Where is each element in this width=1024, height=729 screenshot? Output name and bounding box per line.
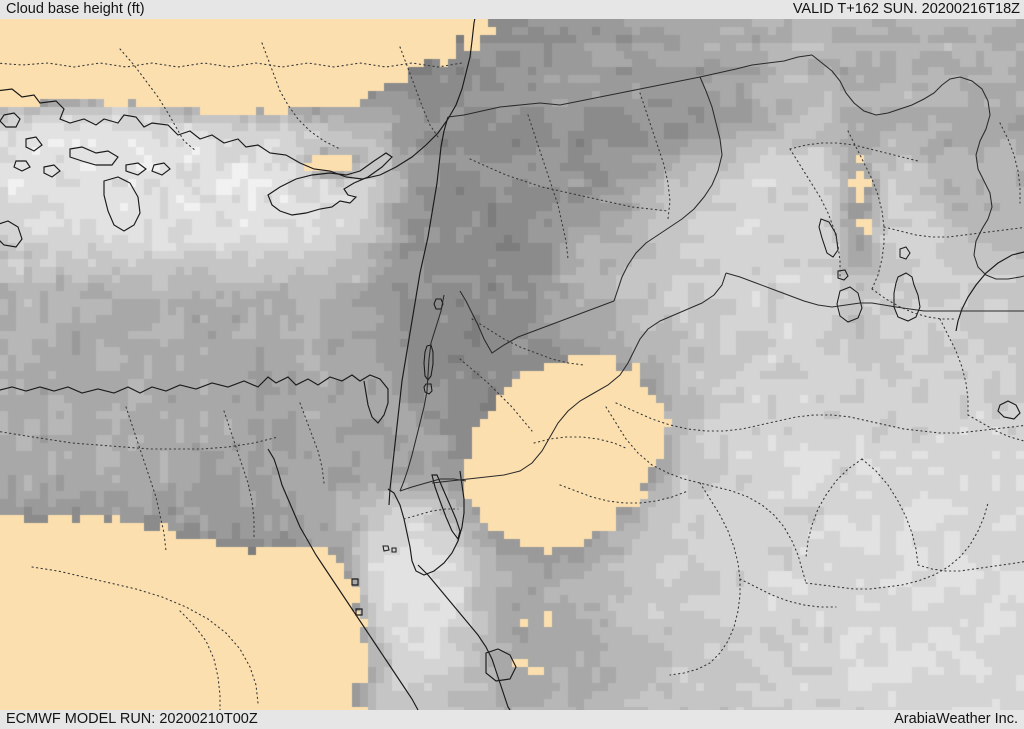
map-canvas-container[interactable] (0, 19, 1024, 710)
saudi-admin-e (739, 578, 837, 608)
syria-admin-a (469, 158, 669, 212)
nile-admin-b (179, 610, 221, 710)
cyprus-island (267, 152, 393, 216)
gulf-of-suez-west-shore (267, 448, 419, 710)
dead-sea-shape (423, 344, 434, 381)
dead-sea-south-basin (423, 383, 433, 395)
coastlines-group (0, 19, 1024, 710)
sinai-admin-a (403, 508, 459, 520)
gulf-admin-c (805, 458, 863, 558)
aegean-island-g (151, 162, 171, 176)
egypt-admin-b (125, 406, 167, 552)
iraq-admin-b (847, 130, 885, 290)
header-bar: Cloud base height (ft) VALID T+162 SUN. … (0, 0, 1024, 19)
admin-borders-group (0, 42, 1024, 710)
bitter-lakes-shape (382, 545, 390, 552)
red-sea-east-shore (417, 564, 511, 710)
red-sea-island-b (355, 608, 363, 616)
anatolia-admin-c (261, 42, 341, 150)
syria-jordan-border (459, 290, 615, 354)
anatolia-admin-d (399, 46, 439, 138)
lake-razzaza-shape (836, 286, 863, 323)
qatar-peninsula-shape (893, 272, 921, 322)
cloud-base-raster-layer (0, 19, 1024, 710)
zagros-admin-a (999, 122, 1021, 204)
lake-tharthar-shape (818, 218, 839, 258)
valid-time-label: VALID T+162 SUN. 20200216T18Z (792, 1, 1020, 17)
iraq-admin-c (883, 226, 1024, 238)
gulf-admin-a (939, 318, 969, 416)
persian-gulf-west-shore (955, 251, 1024, 332)
gulf-admin-b (861, 458, 919, 566)
israel-jordan-border (399, 294, 445, 492)
gulf-admin-d (917, 561, 1024, 572)
model-run-label: ECMWF MODEL RUN: 20200210T00Z (6, 711, 258, 727)
turkey-syria-border (447, 54, 813, 118)
aegean-island-a (0, 112, 21, 128)
saudi-admin-a (615, 402, 1024, 434)
aegean-island-e (43, 164, 61, 178)
credit-label: ArabiaWeather Inc. (894, 711, 1018, 727)
sinai-peninsula-outline (387, 470, 465, 576)
saudi-admin-c (669, 482, 741, 676)
egypt-admin-a (0, 431, 279, 450)
water-bodies-group (382, 218, 863, 553)
saudi-admin-d (805, 502, 989, 590)
farasan-island-group (485, 648, 517, 682)
jordan-admin-a (471, 318, 585, 366)
egypt-admin-c (223, 410, 255, 538)
anatolia-admin-b (119, 48, 197, 152)
aegean-island-b (25, 136, 43, 152)
iraq-admin-a (789, 148, 841, 278)
iraq-admin-d (871, 288, 957, 320)
jordan-saudi-border (431, 272, 727, 484)
aegean-island-f (125, 162, 147, 176)
aegean-island-d (13, 160, 31, 172)
egypt-admin-d (299, 402, 325, 484)
country-borders-group (399, 54, 1024, 492)
jordan-admin-b (459, 358, 533, 432)
syria-admin-c (639, 92, 671, 220)
saudi-admin-f (559, 484, 689, 504)
levant-coastline (388, 116, 449, 506)
aegean-island-c (69, 146, 119, 166)
red-sea-island-a (351, 578, 359, 586)
crete-east-tip (0, 220, 23, 248)
saudi-admin-b (605, 406, 807, 584)
bahrain-island-shape (899, 246, 911, 260)
nile-admin-a (31, 566, 259, 704)
anatolia-admin-a (0, 62, 463, 68)
gulf-admin-e (967, 414, 1024, 442)
rhodes-island (103, 176, 141, 232)
gulf-of-aqaba-shape (431, 474, 461, 541)
syria-admin-b (527, 114, 569, 260)
map-vector-overlay (0, 19, 1024, 710)
lake-razzaza-small (837, 269, 849, 281)
uae-coast-detail (997, 400, 1021, 420)
syria-iraq-border (613, 76, 723, 302)
bitter-lakes-small (391, 547, 397, 553)
footer-bar: ECMWF MODEL RUN: 20200210T00Z ArabiaWeat… (0, 710, 1024, 729)
iraq-admin-e (789, 142, 919, 162)
turkey-iraq-iran-border (811, 54, 1024, 280)
page-title: Cloud base height (ft) (6, 1, 145, 17)
saudi-iraq-border (725, 272, 897, 308)
anatolia-south-coast (0, 19, 476, 180)
israel-egypt-border (399, 478, 467, 492)
egypt-mediterranean-coast (0, 374, 389, 424)
saudi-kuwait-gulf-border (895, 306, 1024, 312)
saudi-admin-g (533, 436, 629, 450)
